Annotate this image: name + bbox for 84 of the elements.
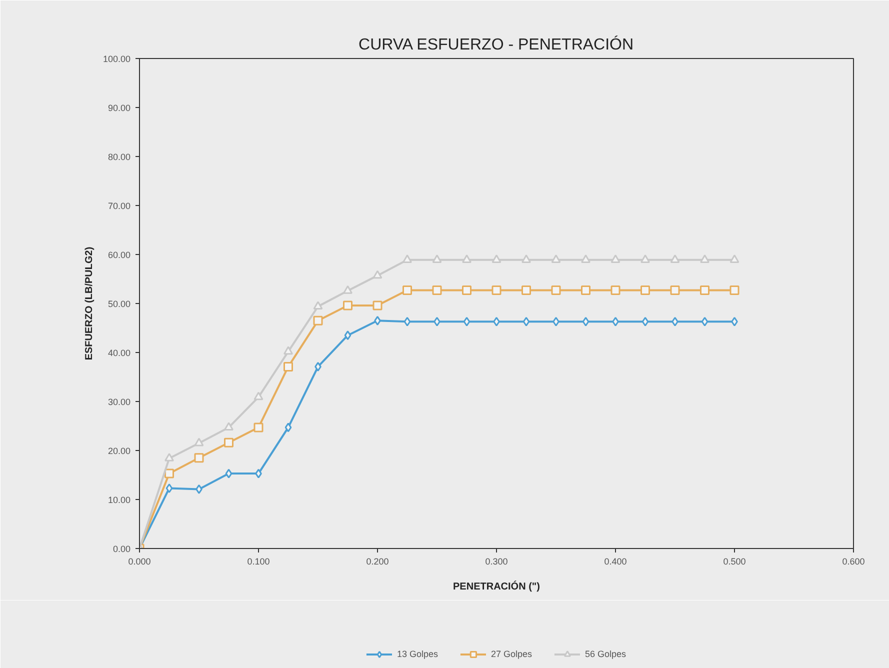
point: [551, 254, 561, 263]
point: [670, 254, 680, 263]
y-tick-label: 50.00: [108, 299, 131, 309]
y-axis-title: ESFUERZO (LB/PULG2): [84, 246, 95, 360]
point: [612, 316, 619, 326]
point: [224, 438, 234, 448]
point: [254, 392, 264, 400]
y-tick-label: 70.00: [108, 201, 131, 211]
y-tick-label: 80.00: [108, 152, 131, 162]
point: [284, 362, 293, 372]
point: [642, 316, 649, 326]
point: [640, 286, 650, 296]
point: [374, 316, 381, 326]
point: [610, 254, 620, 263]
point: [224, 422, 234, 431]
point: [730, 286, 740, 296]
point: [522, 254, 531, 263]
point: [434, 316, 440, 326]
x-tick-label: 0.200: [366, 556, 389, 566]
point: [284, 346, 293, 355]
x-tick-label: 0.300: [485, 556, 508, 566]
point: [255, 468, 262, 478]
x-tick-label: 0.500: [723, 556, 746, 566]
y-tick-label: 10.00: [108, 495, 131, 505]
point: [731, 316, 738, 326]
point: [462, 286, 472, 296]
y-tick-label: 60.00: [108, 250, 131, 260]
x-tick-label: 0.600: [842, 556, 865, 566]
point: [582, 316, 590, 326]
point: [164, 468, 174, 478]
point: [372, 270, 382, 279]
point: [640, 254, 650, 263]
point: [551, 286, 561, 296]
point: [581, 286, 590, 296]
point: [196, 484, 202, 494]
y-tick-label: 0.00: [112, 544, 131, 554]
point: [432, 286, 442, 296]
point: [522, 286, 531, 296]
point: [194, 453, 204, 463]
x-tick-label: 0.100: [247, 556, 270, 566]
y-tick-label: 40.00: [108, 348, 131, 358]
point: [343, 300, 352, 310]
point: [164, 452, 174, 462]
x-axis-title: PENETRACIÓN ("): [453, 580, 540, 592]
point: [343, 285, 352, 294]
point: [730, 254, 740, 263]
point: [344, 330, 352, 340]
point: [522, 316, 530, 326]
y-tick-label: 30.00: [108, 397, 131, 407]
point: [284, 422, 292, 432]
chart-title: CURVA ESFUERZO - PENETRACIÓN: [358, 36, 634, 54]
point: [462, 254, 472, 263]
point: [225, 468, 232, 478]
legend-label: 56 Golpes: [585, 648, 626, 661]
point: [493, 316, 500, 326]
y-tick-label: 20.00: [108, 446, 131, 456]
point: [581, 254, 590, 263]
x-tick-label: 0.400: [604, 556, 627, 566]
point: [254, 422, 264, 432]
point: [700, 254, 710, 263]
point: [552, 316, 560, 326]
point: [402, 254, 412, 263]
point: [372, 300, 382, 310]
point: [314, 362, 322, 372]
point: [404, 316, 411, 326]
y-tick-label: 100.00: [102, 54, 131, 64]
point: [610, 286, 620, 296]
point: [492, 286, 502, 296]
point: [313, 301, 323, 310]
point: [432, 254, 442, 263]
point: [672, 316, 678, 326]
point: [313, 316, 323, 326]
x-tick-label: 0.000: [128, 556, 151, 566]
legend-label: 27 Golpes: [490, 648, 532, 661]
point: [402, 286, 412, 296]
point: [700, 286, 710, 296]
legend-label: 13 Golpes: [396, 648, 438, 661]
point: [701, 316, 708, 326]
y-tick-label: 90.00: [108, 103, 131, 113]
point: [670, 286, 680, 296]
point: [166, 483, 173, 493]
point: [194, 438, 204, 446]
point: [492, 254, 502, 263]
point: [463, 316, 470, 326]
